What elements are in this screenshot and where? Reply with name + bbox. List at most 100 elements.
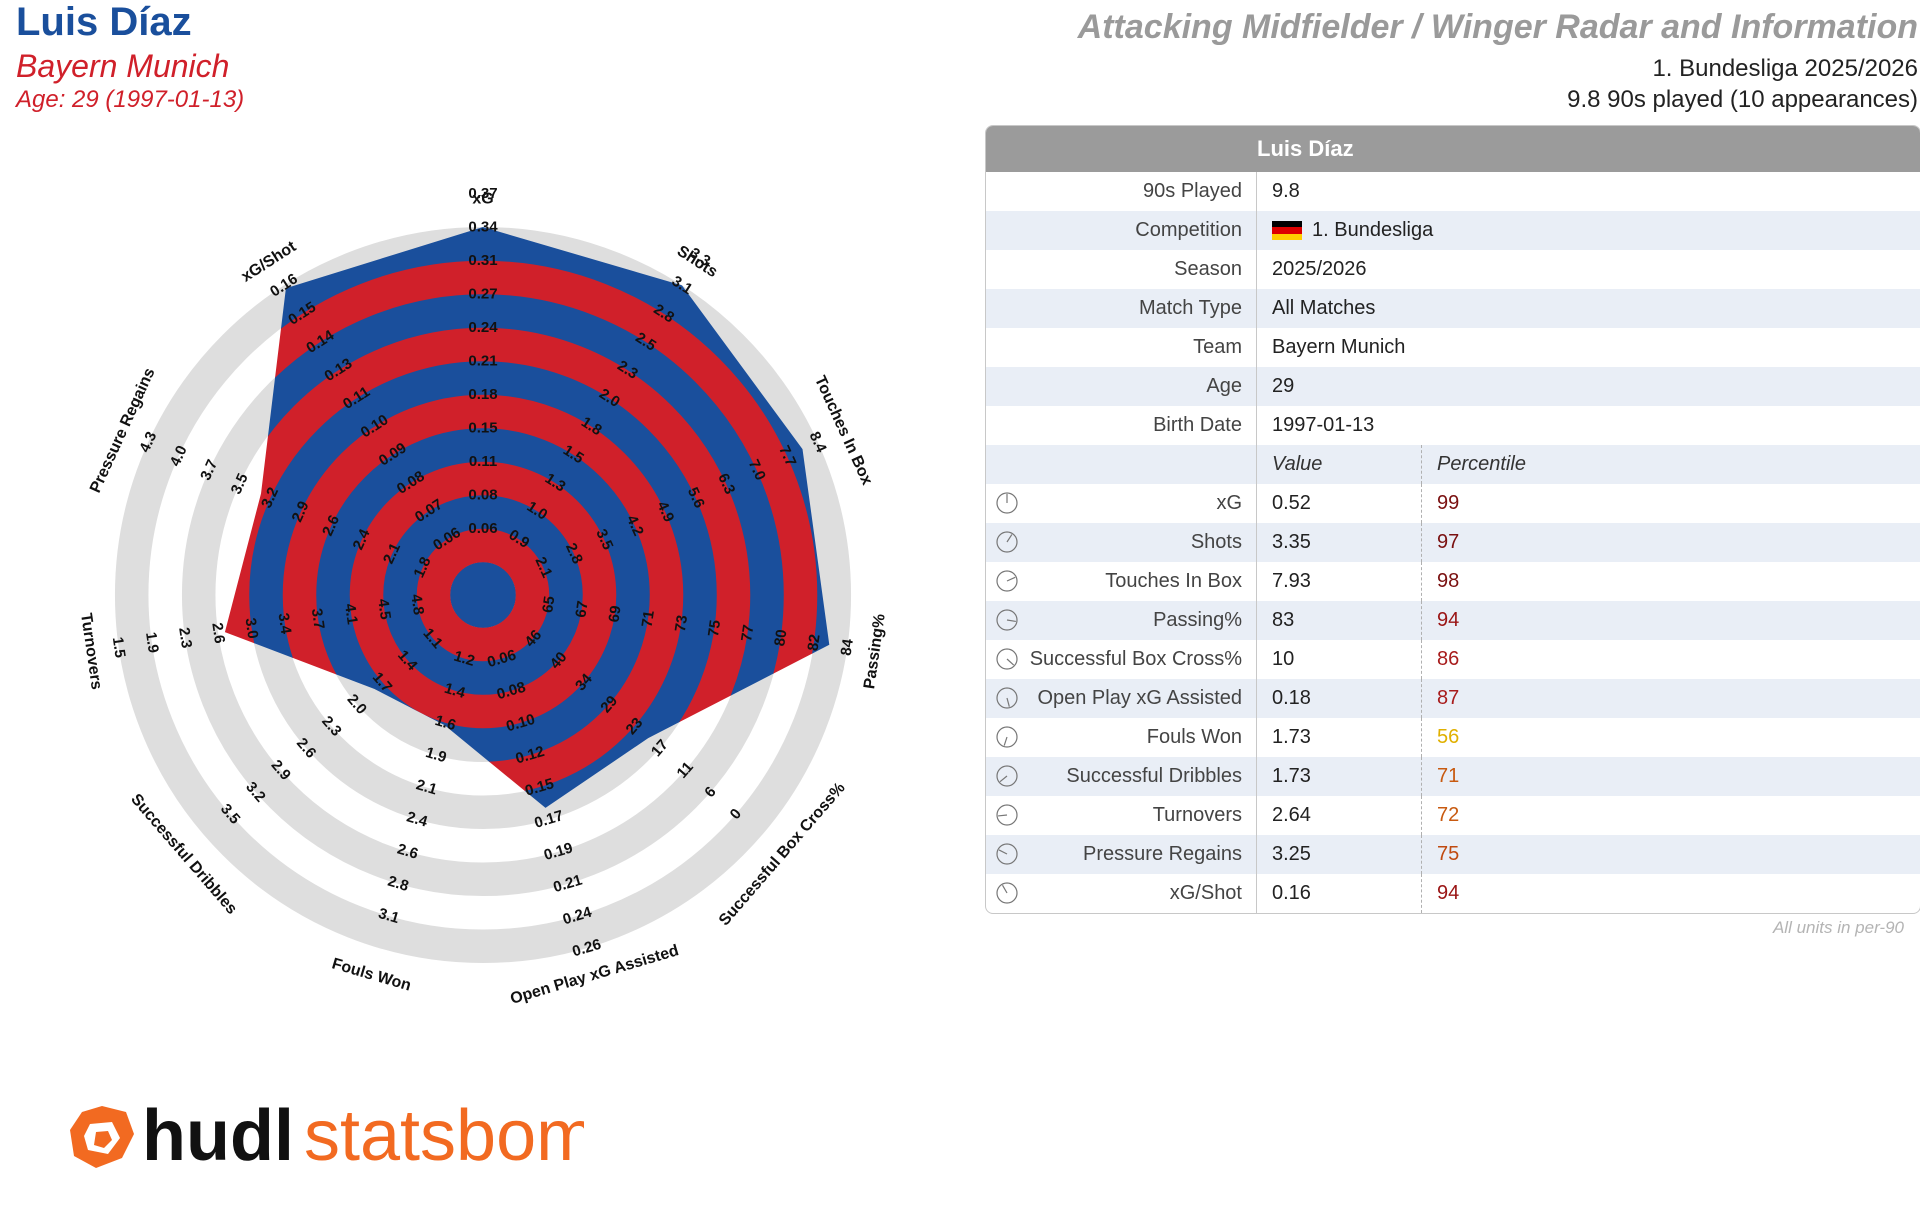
tick-label: 0.21 [468, 353, 497, 370]
stat-value: 2.64 [1257, 796, 1422, 835]
tick-label: 1.2 [452, 648, 477, 670]
stat-row-label: Successful Box Cross% [986, 640, 1257, 679]
stat-label-text: xG/Shot [1169, 882, 1242, 904]
stat-row: Successful Dribbles 1.73 71 [986, 757, 1920, 796]
info-row-value: All Matches [1257, 289, 1375, 328]
radar-band [248, 360, 718, 808]
stat-row: Fouls Won 1.73 56 [986, 718, 1920, 757]
radar-band [382, 494, 584, 696]
info-row-value: 2025/2026 [1257, 250, 1367, 289]
gauge-icon [996, 804, 1018, 826]
gauge-icon [996, 726, 1018, 748]
tick-label: 0.15 [468, 420, 497, 437]
tick-label: 65 [539, 595, 558, 614]
info-row: Birth Date 1997-01-13 [986, 406, 1920, 445]
brand-text-statsbomb: statsbomb [304, 1098, 584, 1176]
gauge-icon [996, 648, 1018, 670]
stat-row: Touches In Box 7.93 98 [986, 562, 1920, 601]
info-row-label: Season [986, 250, 1257, 289]
axis-label: Fouls Won [330, 955, 413, 994]
radar-title: Attacking Midfielder / Winger Radar and … [1077, 8, 1918, 46]
gauge-icon [996, 843, 1018, 865]
stat-value: 3.25 [1257, 835, 1422, 874]
age-value: 29 [72, 86, 99, 113]
tick-label: 0.34 [468, 219, 498, 236]
radar-band [349, 461, 617, 729]
tick-label: 4.8 [407, 593, 427, 616]
nineties-played-line: 9.8 90s played (10 appearances) [1567, 86, 1918, 113]
tick-label: 2.3 [175, 626, 195, 649]
tick-label: 0.37 [468, 185, 497, 202]
tick-label: 4.1 [341, 602, 361, 625]
stat-row-label: Passing% [986, 601, 1257, 640]
info-row-value-text: 2025/2026 [1272, 258, 1367, 280]
hudl-statsbomb-logo: hudl statsbomb [70, 1098, 584, 1176]
tick-label: 0.24 [468, 319, 498, 336]
stat-percentile: 97 [1437, 531, 1460, 553]
tick-label: 0.31 [468, 252, 497, 269]
brand-text-hudl: hudl [142, 1098, 294, 1176]
stat-percentile: 98 [1437, 570, 1460, 592]
stat-label-text: Fouls Won [1146, 726, 1242, 748]
brand-icon [70, 1106, 134, 1168]
stat-row: Successful Box Cross% 10 86 [986, 640, 1920, 679]
radar-center [450, 562, 516, 628]
info-row-label: Competition [986, 211, 1257, 250]
stat-row-label: Turnovers [986, 796, 1257, 835]
info-row-value-text: 1. Bundesliga [1312, 219, 1434, 241]
tick-label: 0.11 [469, 453, 497, 470]
stat-label-text: xG [1216, 492, 1242, 514]
tick-label: 0.08 [468, 487, 497, 504]
stat-row-label: xG [986, 484, 1257, 523]
info-row-label: Team [986, 328, 1257, 367]
table-header-name: Luis Díaz [1257, 136, 1354, 161]
tick-label: 1.6 [433, 712, 458, 734]
stat-percentile: 71 [1437, 765, 1460, 787]
tick-label: 1.9 [424, 744, 449, 766]
table-header: Luis Díaz [986, 126, 1920, 172]
stat-percentile: 99 [1437, 492, 1460, 514]
percentile-column-header: Percentile [1437, 453, 1526, 475]
age-label: Age: [16, 86, 66, 113]
tick-label: 71 [639, 609, 658, 628]
stat-row: Shots 3.35 97 [986, 523, 1920, 562]
stat-label-text: Open Play xG Assisted [1037, 687, 1242, 709]
stat-percentile: 56 [1437, 726, 1460, 748]
stat-percentile: 87 [1437, 687, 1460, 709]
tick-label: 1.5 [109, 636, 129, 659]
radar-band [224, 227, 830, 808]
gauge-icon [996, 765, 1018, 787]
gauge-icon [996, 492, 1018, 514]
stats-subheader: Value Percentile [986, 445, 1920, 484]
stat-label-text: Successful Box Cross% [1029, 648, 1242, 670]
info-row: Competition 1. Bundesliga [986, 211, 1920, 250]
stat-label-text: Turnovers [1152, 804, 1242, 826]
tick-label: 82 [804, 633, 823, 652]
info-row-label: Match Type [986, 289, 1257, 328]
gauge-icon [996, 609, 1018, 631]
stat-value: 0.52 [1257, 484, 1422, 523]
info-table: Luis Díaz 90s Played 9.8 Competition 1. Bun… [985, 125, 1920, 914]
tick-label: 0.06 [468, 520, 497, 537]
stat-value: 0.18 [1257, 679, 1422, 718]
stat-row-label: Shots [986, 523, 1257, 562]
radar-band [416, 528, 550, 662]
info-row: Match Type All Matches [986, 289, 1920, 328]
stat-row: Turnovers 2.64 72 [986, 796, 1920, 835]
stat-value: 1.73 [1257, 718, 1422, 757]
tick-label: 0.18 [468, 386, 497, 403]
info-row-value-text: Bayern Munich [1272, 336, 1406, 358]
gauge-icon [996, 882, 1018, 904]
stat-percentile: 72 [1437, 804, 1460, 826]
stat-percentile: 86 [1437, 648, 1460, 670]
info-row-value-text: 29 [1272, 375, 1295, 397]
stat-label-text: Successful Dribbles [1066, 765, 1242, 787]
info-row-value-text: All Matches [1272, 297, 1376, 319]
stat-row-label: xG/Shot [986, 874, 1257, 913]
tick-label: 3.7 [308, 607, 328, 630]
info-row-value-text: 9.8 [1272, 180, 1300, 202]
axis-label: xG [472, 191, 493, 208]
tick-label: 2.6 [395, 841, 420, 863]
radar-band [224, 260, 818, 808]
info-row: Age 29 [986, 367, 1920, 406]
